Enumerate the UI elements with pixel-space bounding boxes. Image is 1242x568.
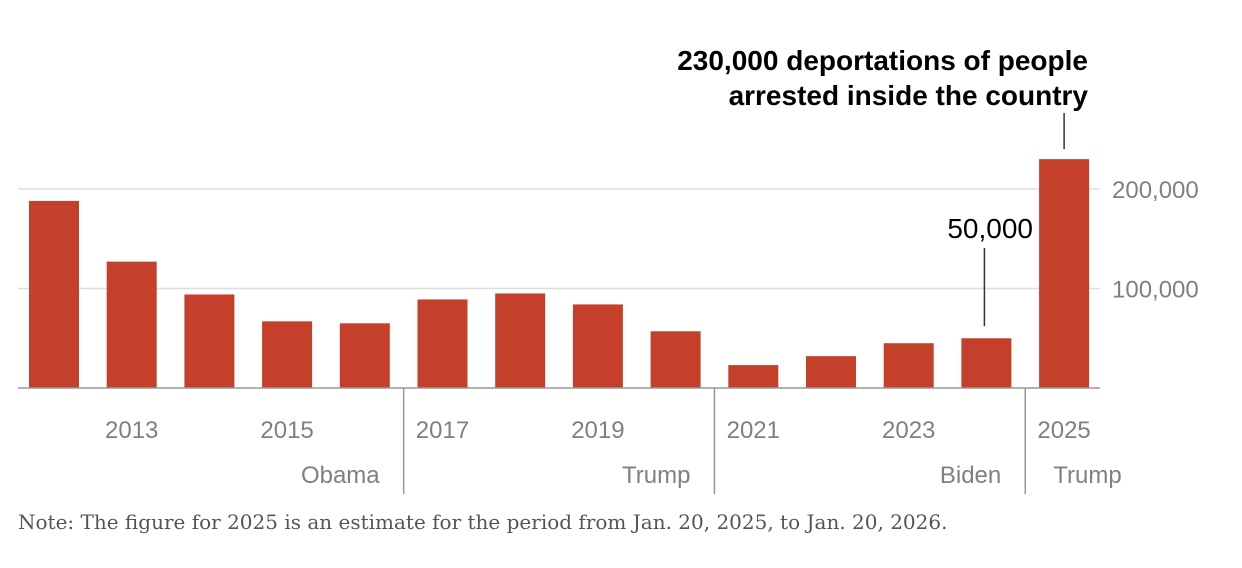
- x-tick-label: 2019: [571, 417, 624, 444]
- bar-2012: [29, 200, 79, 388]
- bar-2024: [961, 338, 1012, 388]
- annotation-text: arrested inside the country: [729, 80, 1089, 111]
- era-label-obama: Obama: [301, 462, 380, 489]
- bar-2025: [1039, 159, 1090, 388]
- bar-2017: [417, 299, 468, 388]
- bar-2020: [650, 331, 701, 388]
- bar-2022: [806, 356, 856, 388]
- bar-2023: [883, 343, 934, 388]
- bar-2013: [106, 261, 157, 388]
- x-tick-label: 2025: [1037, 417, 1090, 444]
- x-tick-label: 2017: [416, 417, 469, 444]
- x-tick-label: 2013: [105, 417, 158, 444]
- era-label-trump: Trump: [622, 462, 690, 489]
- chart-note: Note: The figure for 2025 is an estimate…: [18, 510, 948, 534]
- annotation-value: 50,000: [947, 213, 1033, 244]
- annotation-text: 230,000 deportations of people: [677, 45, 1088, 76]
- y-tick-label: 200,000: [1112, 177, 1199, 204]
- bar-2018: [495, 293, 546, 388]
- bar-2015: [262, 321, 313, 388]
- bar-2016: [339, 323, 390, 388]
- era-label-trump: Trump: [1053, 462, 1121, 489]
- x-tick-label: 2015: [260, 417, 313, 444]
- x-tick-label: 2023: [882, 417, 935, 444]
- bar-2014: [184, 294, 235, 388]
- y-tick-label: 100,000: [1112, 277, 1199, 304]
- x-tick-label: 2021: [727, 417, 780, 444]
- bar-2019: [572, 304, 623, 388]
- era-label-biden: Biden: [940, 462, 1001, 489]
- deportations-bar-chart: 100,000 200,000 2013 2015 2017 2019 2021 2023 20…: [18, 45, 1199, 494]
- bar-2021: [728, 365, 779, 388]
